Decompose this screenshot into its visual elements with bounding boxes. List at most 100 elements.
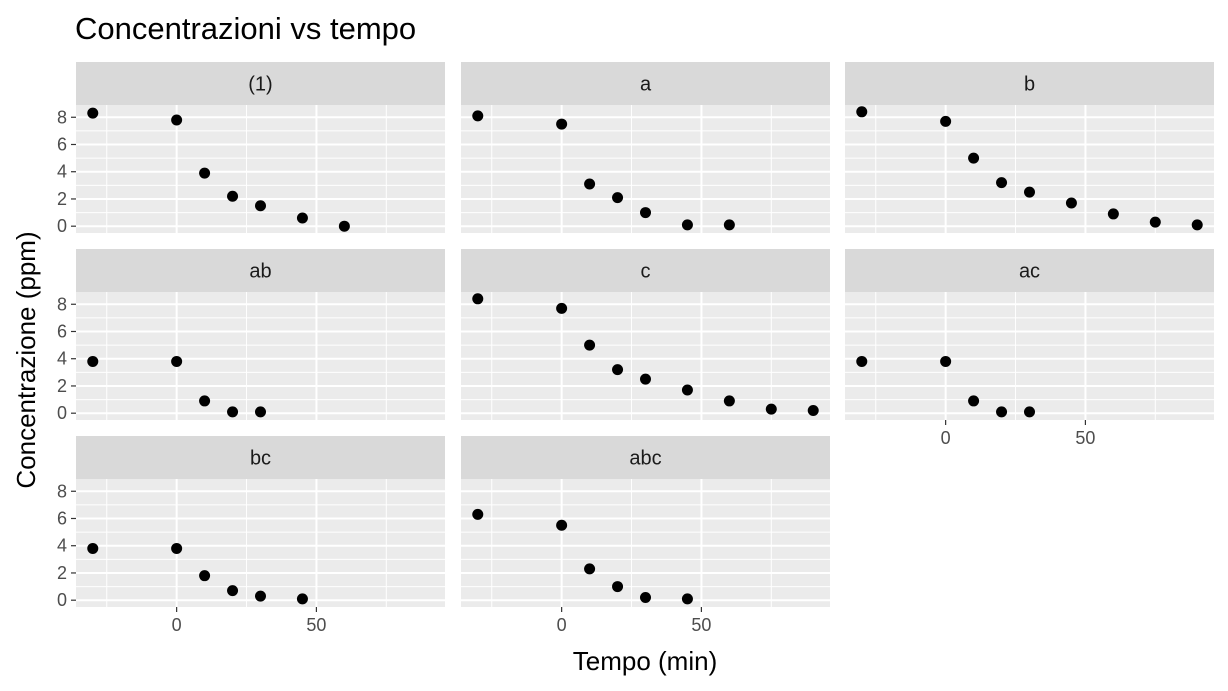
y-tick-label: 0	[57, 590, 67, 610]
data-point	[296, 212, 308, 224]
x-tick-label: 0	[557, 615, 567, 635]
y-tick-label: 8	[57, 107, 67, 127]
data-point	[87, 355, 99, 367]
y-tick-label: 6	[57, 321, 67, 341]
facet-label: (1)	[248, 74, 272, 96]
y-tick-label: 2	[57, 189, 67, 209]
data-point	[171, 114, 183, 126]
data-point	[968, 395, 980, 407]
data-point	[199, 570, 211, 582]
data-point	[1024, 406, 1035, 418]
data-point	[338, 220, 350, 232]
facet-panel: bc 0 2 4 6 8 0 50	[57, 436, 445, 635]
data-point	[640, 207, 651, 219]
facet-label: ac	[1019, 261, 1040, 283]
data-point	[227, 585, 239, 597]
y-tick-label: 6	[57, 508, 67, 528]
y-tick-label: 8	[57, 294, 67, 314]
data-point	[296, 593, 308, 605]
plot-background	[76, 292, 445, 420]
facet-strip	[76, 62, 445, 105]
facet-strip	[461, 436, 830, 479]
facet-strip	[845, 249, 1214, 292]
data-point	[255, 590, 266, 602]
data-point	[996, 177, 1008, 189]
plot-background	[845, 105, 1214, 233]
data-point	[584, 178, 596, 190]
y-tick-label: 0	[57, 403, 67, 423]
data-point	[87, 107, 99, 119]
data-point	[856, 355, 868, 367]
facet-strip	[845, 62, 1214, 105]
data-point	[1024, 186, 1035, 198]
data-point	[255, 406, 266, 418]
data-point	[640, 373, 651, 385]
data-point	[556, 118, 568, 130]
data-point	[612, 192, 624, 204]
data-point	[227, 406, 239, 418]
plot-background	[461, 479, 830, 607]
y-tick-label: 2	[57, 563, 67, 583]
facet-label: a	[640, 74, 652, 96]
data-point	[584, 339, 596, 351]
y-axis-title: Concentrazione (ppm)	[11, 231, 41, 488]
facet-panel: (1) 0 2 4 6 8	[57, 62, 445, 236]
data-point	[681, 593, 693, 605]
y-tick-label: 6	[57, 134, 67, 154]
plot-background	[845, 292, 1214, 420]
facet-label: c	[641, 261, 651, 283]
facet-strip	[461, 62, 830, 105]
facet-strip	[76, 436, 445, 479]
data-point	[1149, 216, 1161, 228]
data-point	[1065, 197, 1077, 209]
data-point	[199, 395, 211, 407]
data-point	[472, 110, 484, 122]
data-point	[681, 219, 693, 231]
data-point	[556, 519, 568, 531]
data-point	[87, 542, 99, 554]
y-tick-label: 4	[57, 349, 67, 369]
facet-label: abc	[629, 448, 661, 470]
data-point	[255, 200, 266, 212]
data-point	[227, 190, 239, 202]
data-point	[681, 384, 693, 396]
data-point	[584, 563, 596, 575]
facet-panel: abc 0 50	[461, 436, 830, 635]
facet-label: ab	[249, 261, 271, 283]
chart-title: Concentrazioni vs tempo	[75, 11, 416, 46]
data-point	[640, 591, 651, 603]
y-tick-label: 8	[57, 481, 67, 501]
y-tick-label: 0	[57, 216, 67, 236]
data-point	[199, 167, 211, 179]
facet-label: b	[1024, 74, 1035, 96]
data-point	[171, 355, 183, 367]
plot-background	[76, 105, 445, 233]
data-point	[940, 355, 952, 367]
data-point	[556, 302, 568, 314]
data-point	[612, 364, 624, 376]
data-point	[807, 404, 819, 416]
x-tick-label: 0	[941, 428, 951, 448]
data-point	[612, 581, 624, 593]
data-point	[472, 293, 484, 305]
x-tick-label: 50	[306, 615, 326, 635]
data-point	[171, 542, 183, 554]
data-point	[723, 395, 735, 407]
data-point	[940, 115, 952, 127]
facet-label: bc	[250, 448, 271, 470]
data-point	[1191, 219, 1203, 231]
x-axis-title: Tempo (min)	[573, 646, 717, 676]
facet-strip	[461, 249, 830, 292]
facet-strip	[76, 249, 445, 292]
data-point	[968, 152, 980, 164]
plot-background	[76, 479, 445, 607]
x-tick-label: 0	[172, 615, 182, 635]
facet-panel: c	[461, 249, 830, 420]
data-point	[996, 406, 1008, 418]
plot-background	[461, 292, 830, 420]
facet-panel: ab 0 2 4 6 8	[57, 249, 445, 423]
facet-panel: b	[845, 62, 1214, 233]
x-tick-label: 50	[1075, 428, 1095, 448]
